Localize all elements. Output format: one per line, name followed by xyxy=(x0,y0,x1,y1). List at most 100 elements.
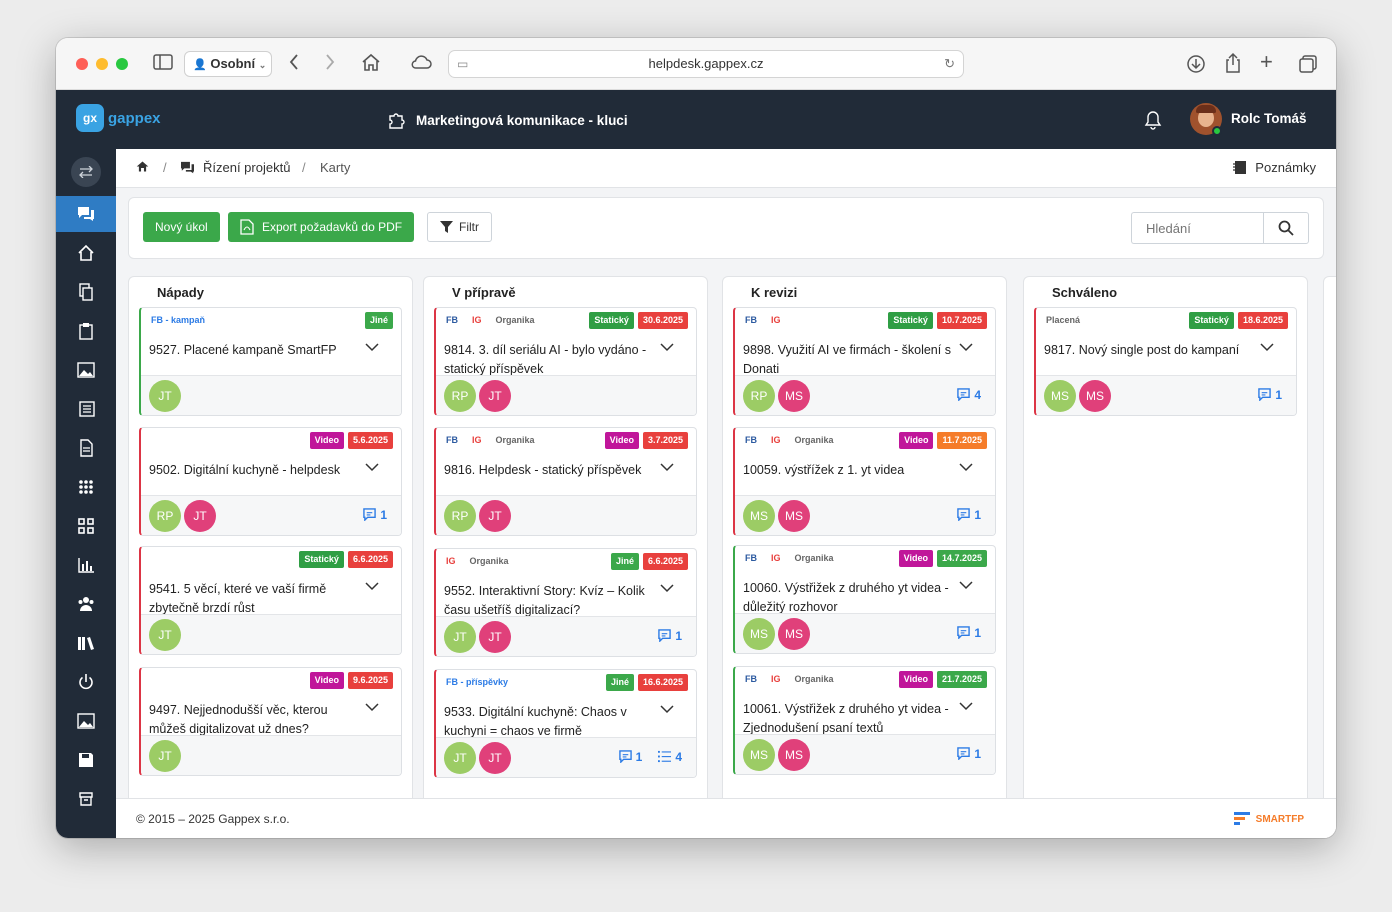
chevron-down-icon[interactable] xyxy=(959,699,973,713)
gappex-logo[interactable]: gx gappex xyxy=(76,104,161,132)
downloads-icon[interactable] xyxy=(1186,54,1206,78)
close-window-button[interactable] xyxy=(76,58,88,70)
sidebar-item-statistics[interactable] xyxy=(56,547,116,583)
assignee-avatar[interactable]: MS xyxy=(743,739,775,771)
icloud-icon[interactable] xyxy=(410,54,432,74)
tab-overview-icon[interactable] xyxy=(1298,54,1318,78)
chevron-down-icon[interactable] xyxy=(660,460,674,474)
chevron-down-icon[interactable] xyxy=(660,340,674,354)
assignee-avatar[interactable]: RP xyxy=(444,500,476,532)
card-title[interactable]: 9502. Digitální kuchyně - helpdesk xyxy=(149,463,341,477)
reload-icon[interactable]: ↻ xyxy=(944,56,955,71)
card-title[interactable]: 10061. Výstřižek z druhého yt videa - Zj… xyxy=(743,702,949,735)
comments-count[interactable]: 1 xyxy=(658,629,682,643)
comments-count[interactable]: 1 xyxy=(363,508,387,522)
sidebar-item-files[interactable] xyxy=(56,430,116,466)
sidebar-collapse-button[interactable] xyxy=(71,157,101,187)
card-title[interactable]: 9817. Nový single post do kampaní xyxy=(1044,343,1240,357)
search-input[interactable] xyxy=(1131,212,1265,244)
back-icon[interactable] xyxy=(288,53,300,75)
chevron-down-icon[interactable] xyxy=(365,579,379,593)
breadcrumb-section[interactable]: Řízení projektů xyxy=(203,160,291,175)
assignee-avatar[interactable]: MS xyxy=(1044,380,1076,412)
task-card[interactable]: FB - kampaň Jiné 9527. Placené kampaně Sma… xyxy=(139,307,402,416)
filter-button[interactable]: Filtr xyxy=(427,212,492,242)
card-title[interactable]: 9527. Placené kampaně SmartFP xyxy=(149,343,337,357)
search-button[interactable] xyxy=(1263,212,1309,244)
assignee-avatar[interactable]: MS xyxy=(778,380,810,412)
chevron-down-icon[interactable] xyxy=(959,578,973,592)
profile-button[interactable]: 👤 Osobní ⌄ xyxy=(184,51,272,77)
assignee-avatar[interactable]: JT xyxy=(184,500,216,532)
sidebar-item-home[interactable] xyxy=(56,235,116,271)
sidebar-item-clipboard[interactable] xyxy=(56,313,116,349)
bell-icon[interactable] xyxy=(1144,110,1162,135)
assignee-avatar[interactable]: RP xyxy=(149,500,181,532)
comments-count[interactable]: 1 xyxy=(957,747,981,761)
notes-button[interactable]: Poznámky xyxy=(1233,160,1316,175)
assignee-avatar[interactable]: RP xyxy=(444,380,476,412)
task-card[interactable]: Video 5.6.2025 9502. Digitální kuchyně - h… xyxy=(139,427,402,536)
card-title[interactable]: 9541. 5 věcí, které ve vaší firmě zbyteč… xyxy=(149,582,327,615)
card-title[interactable]: 10059. výstřížek z 1. yt videa xyxy=(743,463,905,477)
export-pdf-button[interactable]: Export požadavků do PDF xyxy=(228,212,415,242)
card-title[interactable]: 9816. Helpdesk - statický příspěvek xyxy=(444,463,642,477)
assignee-avatar[interactable]: JT xyxy=(479,380,511,412)
sidebar-item-documents[interactable] xyxy=(56,274,116,310)
home-icon[interactable] xyxy=(361,53,381,75)
address-bar[interactable]: ▭ helpdesk.gappex.cz ↻ xyxy=(448,50,964,78)
task-card[interactable]: Statický 6.6.2025 9541. 5 věcí, které ve v… xyxy=(139,546,402,655)
comments-count[interactable]: 1 xyxy=(1258,388,1282,402)
card-title[interactable]: 10060. Výstřižek z druhého yt videa - dů… xyxy=(743,581,949,614)
assignee-avatar[interactable]: JT xyxy=(479,742,511,774)
assignee-avatar[interactable]: JT xyxy=(149,380,181,412)
sidebar-item-apps[interactable] xyxy=(56,469,116,505)
comments-count[interactable]: 4 xyxy=(957,388,981,402)
card-title[interactable]: 9814. 3. díl seriálu AI - bylo vydáno - … xyxy=(444,343,647,376)
share-icon[interactable] xyxy=(1224,52,1242,78)
sidebar-item-archive[interactable] xyxy=(56,781,116,817)
card-title[interactable]: 9898. Využití AI ve firmách - školení s … xyxy=(743,343,951,376)
chevron-down-icon[interactable] xyxy=(365,700,379,714)
assignee-avatar[interactable]: JT xyxy=(479,500,511,532)
task-card[interactable]: FB IG Organika Video 3.7.2025 9816. Helpdesk … xyxy=(434,427,697,536)
tasks-count[interactable]: 4 xyxy=(658,750,682,764)
assignee-avatar[interactable]: RP xyxy=(743,380,775,412)
chevron-down-icon[interactable] xyxy=(365,340,379,354)
task-card[interactable]: FB IG Organika Statický 30.6.2025 9814. 3. dí… xyxy=(434,307,697,416)
chevron-down-icon[interactable] xyxy=(1260,340,1274,354)
assignee-avatar[interactable]: MS xyxy=(743,618,775,650)
sidebar-item-images[interactable] xyxy=(56,352,116,388)
smartfp-logo[interactable]: SMARTFP xyxy=(1233,812,1304,826)
new-tab-icon[interactable]: + xyxy=(1260,49,1273,74)
assignee-avatar[interactable]: MS xyxy=(778,618,810,650)
sidebar-item-users[interactable] xyxy=(56,586,116,622)
assignee-avatar[interactable]: JT xyxy=(479,621,511,653)
assignee-avatar[interactable]: MS xyxy=(778,739,810,771)
sidebar-item-chat[interactable] xyxy=(56,196,116,232)
task-card[interactable]: FB IG Statický 10.7.2025 9898. Využití AI ve… xyxy=(733,307,996,416)
minimize-window-button[interactable] xyxy=(96,58,108,70)
zoom-window-button[interactable] xyxy=(116,58,128,70)
forward-icon[interactable] xyxy=(324,53,336,75)
sidebar-item-library[interactable] xyxy=(56,625,116,661)
comments-count[interactable]: 1 xyxy=(957,626,981,640)
card-title[interactable]: 9552. Interaktivní Story: Kvíz – Kolik č… xyxy=(444,584,645,617)
sidebar-item-newspaper[interactable] xyxy=(56,391,116,427)
assignee-avatar[interactable]: JT xyxy=(149,619,181,651)
chevron-down-icon[interactable] xyxy=(959,460,973,474)
sidebar-item-logout[interactable] xyxy=(56,664,116,700)
assignee-avatar[interactable]: MS xyxy=(778,500,810,532)
task-card[interactable]: FB IG Organika Video 14.7.2025 10060. Výstřiž… xyxy=(733,545,996,654)
assignee-avatar[interactable]: MS xyxy=(1079,380,1111,412)
task-card[interactable]: FB IG Organika Video 11.7.2025 10059. výstříž… xyxy=(733,427,996,536)
home-icon[interactable] xyxy=(136,160,149,176)
sidebar-toggle-icon[interactable] xyxy=(153,54,173,74)
chevron-down-icon[interactable] xyxy=(959,340,973,354)
new-task-button[interactable]: Nový úkol xyxy=(143,212,220,242)
user-name[interactable]: Rolc Tomáš xyxy=(1231,111,1307,126)
chevron-down-icon[interactable] xyxy=(660,702,674,716)
task-card[interactable]: IG Organika Jiné 6.6.2025 9552. Interaktivní… xyxy=(434,548,697,657)
card-title[interactable]: 9497. Nejjednodušší věc, kterou můžeš di… xyxy=(149,703,328,736)
sidebar-item-dashboard[interactable] xyxy=(56,508,116,544)
